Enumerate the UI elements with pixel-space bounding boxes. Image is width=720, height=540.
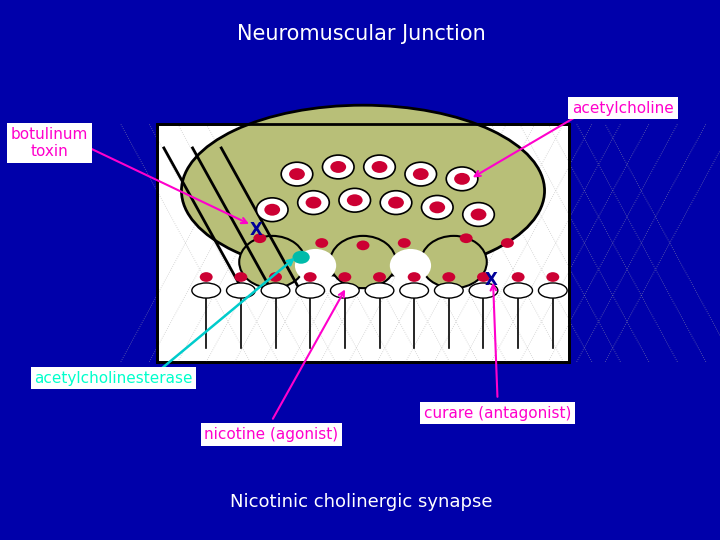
Ellipse shape (390, 249, 431, 282)
Text: X: X (485, 271, 498, 289)
Circle shape (372, 161, 387, 173)
Circle shape (405, 162, 436, 186)
Circle shape (264, 204, 280, 215)
Text: curare (antagonist): curare (antagonist) (424, 406, 571, 421)
Circle shape (199, 272, 212, 282)
Ellipse shape (227, 283, 255, 298)
Ellipse shape (192, 283, 220, 298)
Ellipse shape (330, 236, 396, 288)
Circle shape (269, 272, 282, 282)
Ellipse shape (181, 105, 544, 276)
Circle shape (388, 197, 404, 208)
Circle shape (356, 240, 369, 250)
Circle shape (446, 167, 478, 191)
Circle shape (297, 191, 329, 214)
Ellipse shape (261, 283, 290, 298)
Ellipse shape (239, 236, 305, 288)
Text: Nicotinic cholinergic synapse: Nicotinic cholinergic synapse (230, 493, 492, 511)
Bar (157, 124, 570, 362)
Circle shape (398, 238, 410, 248)
Ellipse shape (295, 249, 336, 282)
Circle shape (364, 155, 395, 179)
Text: Neuromuscular Junction: Neuromuscular Junction (237, 24, 485, 44)
Circle shape (256, 198, 288, 221)
Circle shape (413, 168, 428, 180)
Text: acetylcholinesterase: acetylcholinesterase (35, 370, 193, 386)
Circle shape (477, 272, 490, 282)
Circle shape (289, 168, 305, 180)
Ellipse shape (504, 283, 533, 298)
Circle shape (304, 272, 317, 282)
Text: botulinum
toxin: botulinum toxin (10, 127, 88, 159)
Circle shape (471, 208, 487, 220)
Ellipse shape (400, 283, 428, 298)
Text: nicotine (agonist): nicotine (agonist) (204, 427, 338, 442)
Circle shape (292, 251, 310, 264)
Ellipse shape (434, 283, 463, 298)
Text: X: X (249, 221, 262, 239)
Circle shape (338, 272, 351, 282)
Ellipse shape (330, 283, 359, 298)
Ellipse shape (539, 283, 567, 298)
Ellipse shape (296, 283, 325, 298)
Circle shape (347, 194, 363, 206)
Circle shape (546, 272, 559, 282)
Circle shape (463, 202, 495, 226)
Circle shape (429, 201, 445, 213)
Circle shape (253, 233, 266, 243)
Circle shape (442, 272, 455, 282)
Circle shape (512, 272, 525, 282)
Ellipse shape (469, 283, 498, 298)
Circle shape (454, 173, 470, 185)
Text: acetylcholine: acetylcholine (572, 100, 674, 116)
Circle shape (282, 162, 312, 186)
Circle shape (339, 188, 371, 212)
Circle shape (380, 191, 412, 214)
Bar (157, 124, 570, 362)
Circle shape (373, 272, 386, 282)
Ellipse shape (420, 236, 487, 288)
Circle shape (459, 233, 472, 243)
Circle shape (421, 195, 453, 219)
Circle shape (330, 161, 346, 173)
Circle shape (408, 272, 420, 282)
Circle shape (315, 238, 328, 248)
Circle shape (305, 197, 321, 208)
Circle shape (323, 155, 354, 179)
Circle shape (501, 238, 514, 248)
Ellipse shape (365, 283, 394, 298)
Circle shape (235, 272, 248, 282)
